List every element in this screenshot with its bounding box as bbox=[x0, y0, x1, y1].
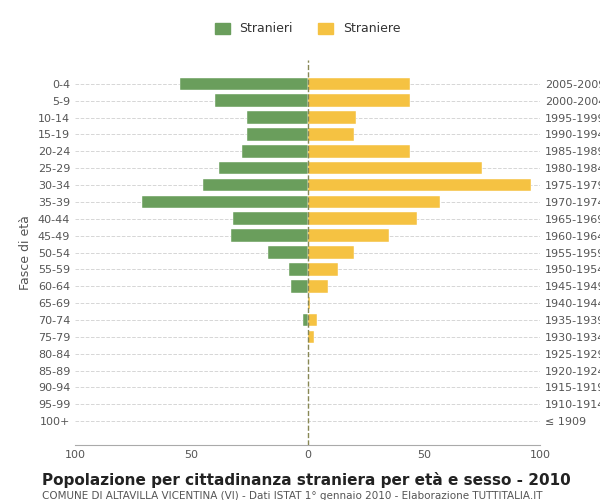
Bar bbox=[308, 330, 314, 343]
Bar bbox=[289, 263, 308, 276]
Bar bbox=[308, 297, 310, 310]
Bar bbox=[215, 94, 308, 107]
Bar bbox=[231, 230, 308, 242]
Bar bbox=[308, 145, 410, 158]
Bar bbox=[308, 178, 531, 192]
Bar bbox=[179, 78, 308, 90]
Bar bbox=[308, 111, 356, 124]
Bar bbox=[142, 196, 308, 208]
Text: COMUNE DI ALTAVILLA VICENTINA (VI) - Dati ISTAT 1° gennaio 2010 - Elaborazione T: COMUNE DI ALTAVILLA VICENTINA (VI) - Dat… bbox=[42, 491, 542, 500]
Bar bbox=[242, 145, 308, 158]
Bar bbox=[247, 128, 308, 141]
Bar bbox=[233, 212, 308, 225]
Bar bbox=[291, 280, 308, 292]
Bar bbox=[219, 162, 308, 174]
Bar bbox=[203, 178, 308, 192]
Bar bbox=[308, 263, 338, 276]
Bar bbox=[247, 111, 308, 124]
Bar bbox=[308, 78, 410, 90]
Bar bbox=[308, 196, 440, 208]
Bar bbox=[308, 212, 417, 225]
Bar bbox=[308, 280, 328, 292]
Text: Popolazione per cittadinanza straniera per età e sesso - 2010: Popolazione per cittadinanza straniera p… bbox=[42, 472, 571, 488]
Bar bbox=[308, 128, 354, 141]
Bar bbox=[308, 246, 354, 259]
Bar bbox=[308, 94, 410, 107]
Y-axis label: Fasce di età: Fasce di età bbox=[19, 215, 32, 290]
Bar bbox=[303, 314, 308, 326]
Legend: Stranieri, Straniere: Stranieri, Straniere bbox=[208, 16, 407, 42]
Bar bbox=[268, 246, 308, 259]
Bar bbox=[308, 162, 482, 174]
Bar bbox=[308, 314, 317, 326]
Bar bbox=[308, 230, 389, 242]
